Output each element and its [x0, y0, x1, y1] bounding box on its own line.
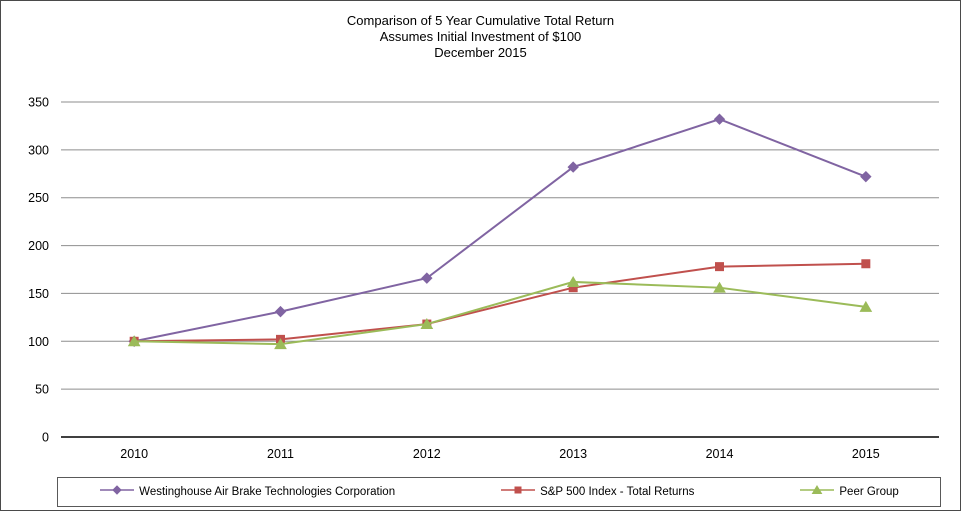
legend-marker-sp500 — [500, 483, 536, 501]
y-axis-tick-label: 100 — [28, 335, 49, 349]
line-chart-plot-area: 0 50 100 150 200 250 300 350 2010 2011 2012 2013 201… — [28, 96, 939, 461]
legend-label-westinghouse: Westinghouse Air Brake Technologies Corp… — [139, 486, 396, 498]
y-axis-tick-label: 50 — [35, 383, 49, 397]
chart-title-line1: Comparison of 5 Year Cumulative Total Re… — [346, 13, 615, 28]
triangle-marker — [566, 275, 580, 287]
chart-title: Comparison of 5 Year Cumulative Total Re… — [1, 13, 960, 61]
diamond-marker — [567, 161, 579, 173]
diamond-marker — [112, 485, 122, 495]
x-axis-tick-label: 2013 — [559, 447, 587, 461]
diamond-marker — [421, 272, 433, 284]
series-line-2 — [134, 280, 866, 346]
series-line-1 — [134, 262, 866, 343]
x-axis-tick-label: 2010 — [120, 447, 148, 461]
legend-item-westinghouse: Westinghouse Air Brake Technologies Corp… — [99, 483, 395, 501]
y-axis-tick-label: 250 — [28, 191, 49, 205]
x-axis-tick-label: 2014 — [706, 447, 734, 461]
legend-sample-glyph — [100, 485, 135, 495]
y-axis-tick-label: 350 — [28, 96, 49, 110]
triangle-marker — [713, 281, 726, 293]
legend-label-peer-group: Peer Group — [839, 486, 899, 498]
y-axis-tick-label: 150 — [28, 287, 49, 301]
triangle-marker — [274, 338, 287, 350]
legend-label-sp500: S&P 500 Index - Total Returns — [540, 486, 695, 498]
triangle-marker — [420, 318, 434, 330]
square-marker — [861, 259, 871, 269]
diamond-marker — [274, 305, 287, 318]
legend-marker-peer-group — [799, 483, 835, 501]
square-marker — [715, 262, 724, 272]
triangle-marker — [127, 335, 141, 347]
x-axis-tick-label: 2012 — [413, 447, 441, 461]
legend: Westinghouse Air Brake Technologies Corp… — [57, 477, 941, 507]
x-axis-tick-label: 2011 — [267, 447, 294, 461]
y-axis-tick-label: 0 — [42, 431, 49, 445]
y-axis-tick-label: 300 — [28, 143, 49, 157]
triangle-marker — [811, 485, 823, 494]
legend-item-peer-group: Peer Group — [799, 483, 899, 501]
legend-sample-glyph — [501, 486, 536, 494]
y-axis-tick-label: 200 — [28, 239, 49, 253]
x-axis-tick-label: 2015 — [852, 447, 880, 461]
diamond-marker — [713, 113, 726, 125]
legend-item-sp500: S&P 500 Index - Total Returns — [500, 483, 694, 501]
chart-title-line3: December 2015 — [434, 45, 527, 60]
legend-sample-glyph — [800, 485, 835, 494]
chart-title-line2: Assumes Initial Investment of $100 — [379, 29, 582, 44]
triangle-marker — [859, 300, 873, 312]
legend-marker-westinghouse — [99, 483, 135, 501]
series-line-0 — [133, 118, 867, 343]
diamond-marker — [860, 170, 872, 183]
square-marker — [514, 486, 522, 494]
